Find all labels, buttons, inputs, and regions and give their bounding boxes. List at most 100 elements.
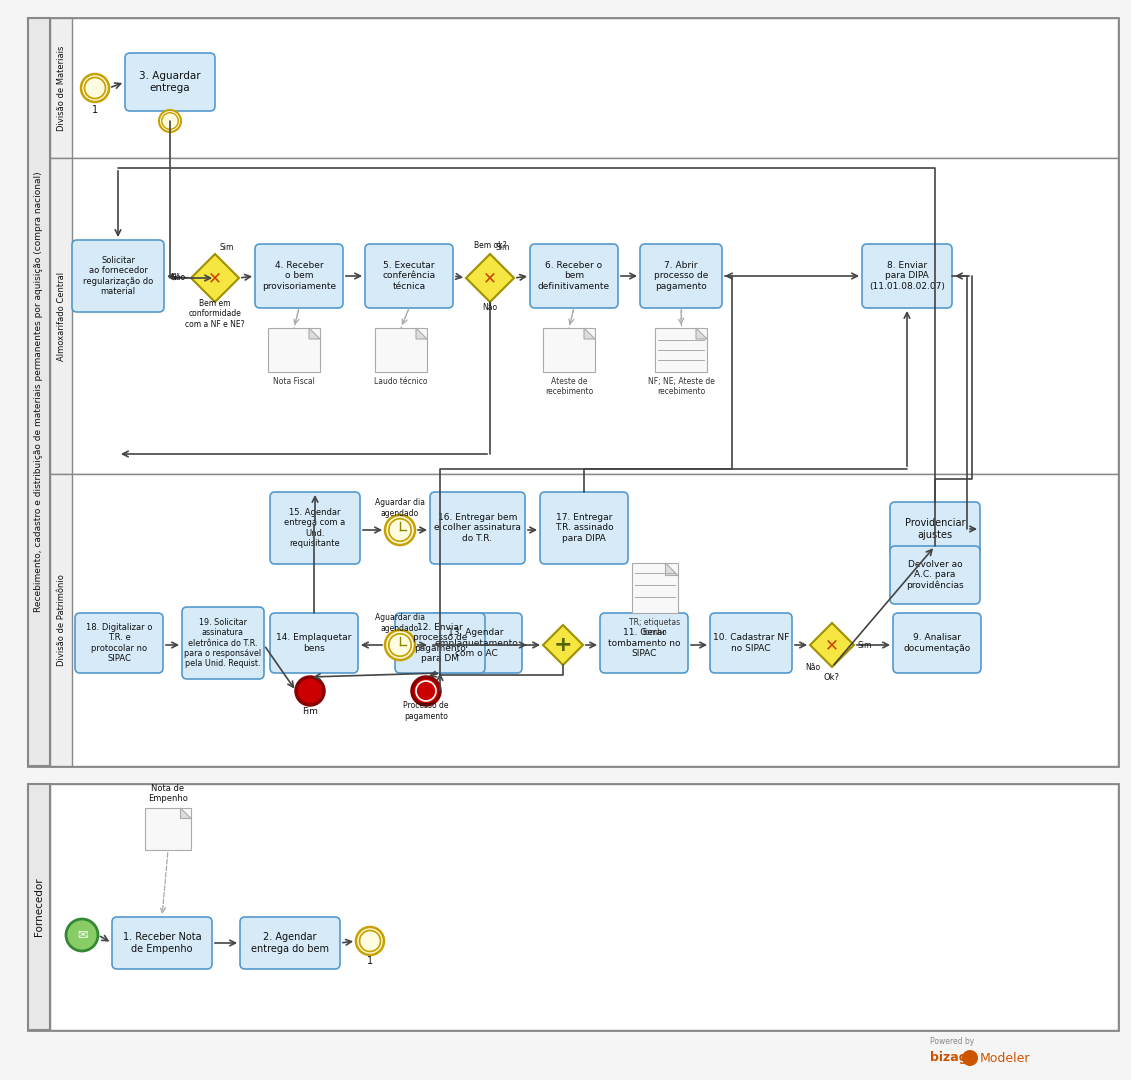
Polygon shape: [810, 623, 854, 667]
Circle shape: [385, 630, 415, 660]
FancyBboxPatch shape: [270, 492, 360, 564]
FancyBboxPatch shape: [862, 244, 952, 308]
FancyBboxPatch shape: [112, 917, 211, 969]
FancyBboxPatch shape: [28, 784, 50, 1030]
FancyBboxPatch shape: [50, 18, 1119, 158]
Text: 10. Cadastrar NF
no SIPAC: 10. Cadastrar NF no SIPAC: [713, 633, 789, 652]
FancyBboxPatch shape: [543, 328, 595, 372]
FancyBboxPatch shape: [539, 492, 628, 564]
Text: ✉: ✉: [77, 929, 87, 942]
Text: 1. Receber Nota
de Empenho: 1. Receber Nota de Empenho: [122, 932, 201, 954]
Text: 8. Enviar
para DIPA
(11.01.08.02.07): 8. Enviar para DIPA (11.01.08.02.07): [869, 261, 944, 291]
Text: Ok?: Ok?: [824, 673, 840, 681]
Text: 18. Digitalizar o
T.R. e
protocolar no
SIPAC: 18. Digitalizar o T.R. e protocolar no S…: [86, 623, 153, 663]
Text: Não: Não: [805, 662, 820, 672]
Circle shape: [356, 927, 385, 955]
Text: 6. Receber o
bem
definitivamente: 6. Receber o bem definitivamente: [538, 261, 610, 291]
Polygon shape: [665, 563, 677, 576]
Polygon shape: [416, 328, 428, 339]
FancyBboxPatch shape: [28, 784, 1119, 1030]
Text: Fim: Fim: [302, 706, 318, 715]
Text: TR; etiquetas
tombo: TR; etiquetas tombo: [630, 618, 681, 637]
Circle shape: [416, 681, 435, 701]
FancyBboxPatch shape: [50, 474, 72, 766]
Text: Almoxarifado Central: Almoxarifado Central: [57, 271, 66, 361]
FancyBboxPatch shape: [75, 613, 163, 673]
Text: 15. Agendar
entrega com a
Und.
requisitante: 15. Agendar entrega com a Und. requisita…: [284, 508, 346, 549]
Text: Sim: Sim: [857, 640, 871, 649]
FancyBboxPatch shape: [50, 474, 1119, 766]
FancyBboxPatch shape: [50, 18, 72, 158]
Text: 9. Analisar
documentação: 9. Analisar documentação: [904, 633, 970, 652]
FancyBboxPatch shape: [50, 784, 1119, 1030]
Text: Nota de
Empenho: Nota de Empenho: [148, 784, 188, 804]
Polygon shape: [191, 254, 239, 302]
Text: 3. Aguardar
entrega: 3. Aguardar entrega: [139, 71, 201, 93]
FancyBboxPatch shape: [890, 546, 979, 604]
FancyBboxPatch shape: [126, 53, 215, 111]
Text: 12. Enviar
processo de
pagamento
para DM: 12. Enviar processo de pagamento para DM: [413, 623, 467, 663]
Circle shape: [385, 515, 415, 545]
Text: Powered by: Powered by: [930, 1038, 974, 1047]
FancyBboxPatch shape: [72, 240, 164, 312]
Text: 4. Receber
o bem
provisoriamente: 4. Receber o bem provisoriamente: [262, 261, 336, 291]
FancyBboxPatch shape: [530, 244, 618, 308]
Polygon shape: [466, 254, 513, 302]
FancyBboxPatch shape: [640, 244, 722, 308]
Polygon shape: [181, 808, 191, 819]
FancyBboxPatch shape: [50, 158, 1119, 474]
FancyBboxPatch shape: [365, 244, 454, 308]
Text: Bem em
conformidade
com a NF e NE?: Bem em conformidade com a NF e NE?: [185, 299, 244, 329]
FancyBboxPatch shape: [632, 563, 677, 613]
Text: Bem ok?: Bem ok?: [474, 242, 507, 251]
FancyBboxPatch shape: [50, 158, 72, 474]
Text: Aguardar dia
agendado: Aguardar dia agendado: [375, 613, 425, 633]
Text: 1: 1: [92, 105, 98, 114]
Circle shape: [66, 919, 98, 951]
FancyBboxPatch shape: [268, 328, 320, 372]
Circle shape: [412, 677, 440, 705]
FancyBboxPatch shape: [601, 613, 688, 673]
Circle shape: [962, 1050, 978, 1066]
Text: 11. Gerar
tombamento no
SIPAC: 11. Gerar tombamento no SIPAC: [607, 629, 680, 658]
FancyBboxPatch shape: [270, 613, 359, 673]
FancyBboxPatch shape: [893, 613, 981, 673]
Circle shape: [159, 110, 181, 132]
FancyBboxPatch shape: [655, 328, 707, 372]
Text: Recebimento, cadastro e distribuição de materiais permanentes por aquisição (com: Recebimento, cadastro e distribuição de …: [35, 172, 43, 612]
Text: 2. Agendar
entrega do bem: 2. Agendar entrega do bem: [251, 932, 329, 954]
Text: 5. Executar
conferência
técnica: 5. Executar conferência técnica: [382, 261, 435, 291]
FancyBboxPatch shape: [28, 18, 1119, 766]
Text: Não: Não: [170, 273, 185, 283]
Text: Não: Não: [483, 303, 498, 312]
Polygon shape: [543, 625, 582, 665]
Text: Processo de
pagamento: Processo de pagamento: [404, 701, 449, 720]
Text: Fornecedor: Fornecedor: [34, 878, 44, 936]
Text: Modeler: Modeler: [979, 1052, 1030, 1065]
FancyBboxPatch shape: [430, 492, 525, 564]
Text: Sim: Sim: [221, 243, 234, 253]
Text: Devolver ao
A.C. para
providências: Devolver ao A.C. para providências: [906, 559, 964, 590]
Text: 1: 1: [366, 956, 373, 966]
Text: +: +: [554, 635, 572, 654]
Text: 7. Abrir
processo de
pagamento: 7. Abrir processo de pagamento: [654, 261, 708, 291]
Polygon shape: [309, 328, 320, 339]
Text: 14. Emplaquetar
bens: 14. Emplaquetar bens: [276, 633, 352, 652]
Circle shape: [81, 75, 109, 102]
FancyBboxPatch shape: [375, 328, 428, 372]
Text: 17. Entregar
T.R. assinado
para DIPA: 17. Entregar T.R. assinado para DIPA: [554, 513, 613, 543]
Text: Ateste de
recebimento: Ateste de recebimento: [545, 377, 593, 396]
Text: ✕: ✕: [483, 269, 497, 287]
Text: 16. Entregar bem
e colher assinatura
do T.R.: 16. Entregar bem e colher assinatura do …: [434, 513, 521, 543]
Polygon shape: [696, 328, 707, 339]
FancyBboxPatch shape: [240, 917, 340, 969]
FancyBboxPatch shape: [254, 244, 343, 308]
Polygon shape: [584, 328, 595, 339]
Text: Divisão de Patrimônio: Divisão de Patrimônio: [57, 575, 66, 666]
Text: Divisão de Materiais: Divisão de Materiais: [57, 45, 66, 131]
FancyBboxPatch shape: [430, 613, 523, 673]
Text: Laudo técnico: Laudo técnico: [374, 377, 428, 386]
Circle shape: [296, 677, 323, 705]
Text: Providenciar
ajustes: Providenciar ajustes: [905, 518, 965, 540]
Text: Aguardar dia
agendado: Aguardar dia agendado: [375, 498, 425, 517]
